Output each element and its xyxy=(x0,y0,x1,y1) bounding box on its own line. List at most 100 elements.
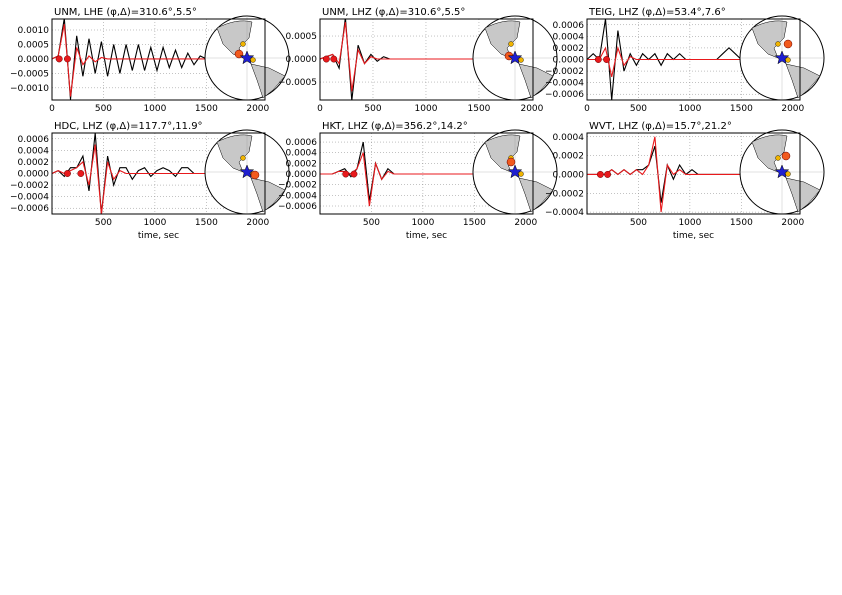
x-tick-label: 2000 xyxy=(781,218,804,228)
pick-marker xyxy=(322,55,330,63)
y-tick-label: 0.0006 xyxy=(18,135,50,145)
y-tick-label: −0.0004 xyxy=(10,193,49,203)
plot-frame xyxy=(319,132,534,215)
plot-area xyxy=(52,19,207,100)
globe-land xyxy=(250,177,286,213)
x-axis-label: time, sec xyxy=(138,231,179,241)
plot-area xyxy=(52,133,207,214)
pick-marker xyxy=(330,55,338,63)
globe-land xyxy=(518,63,554,99)
y-tick-label: −0.0006 xyxy=(10,204,49,214)
station-dot xyxy=(518,171,524,177)
pick-marker xyxy=(63,170,71,177)
panel: UNM, LHE (φ,Δ)=310.6°,5.5° −0.0010 −0.0005… xyxy=(10,7,290,114)
x-tick-label: 1000 xyxy=(678,218,701,228)
x-tick-label: 0 xyxy=(584,104,590,114)
station-dot xyxy=(508,41,514,47)
x-tick-label: 500 xyxy=(95,218,112,228)
y-tick-label: 0.0002 xyxy=(553,152,585,162)
y-tick-label: −0.0010 xyxy=(10,84,49,94)
plot-area xyxy=(320,141,475,207)
pick-marker xyxy=(603,56,611,63)
x-tick-label: 1500 xyxy=(195,104,218,114)
event-star xyxy=(239,164,255,179)
pick-marker xyxy=(77,170,85,177)
station-dot xyxy=(250,57,256,63)
waveform xyxy=(52,19,207,100)
x-tick-label: 1500 xyxy=(195,218,218,228)
event-star xyxy=(774,164,790,179)
y-tick-label: 0.0010 xyxy=(18,26,50,36)
station-dot xyxy=(518,57,524,63)
x-tick-label: 500 xyxy=(364,104,381,114)
panel-title: TEIG, LHZ (φ,Δ)=53.4°,7.6° xyxy=(588,7,726,18)
station-dot xyxy=(785,57,791,63)
panel: WVT, LHZ (φ,Δ)=15.7°,21.2° −0.0004 −0.0002… xyxy=(545,121,825,241)
x-tick-label: 1500 xyxy=(468,104,491,114)
y-tick-label: 0.0002 xyxy=(18,158,50,168)
y-tick-label: 0.0000 xyxy=(18,170,50,180)
globe-land xyxy=(484,134,521,173)
x-tick-label: 1000 xyxy=(143,218,166,228)
station-dot xyxy=(775,41,781,47)
y-tick-label: −0.0005 xyxy=(278,78,317,88)
y-tick-label: 0.0006 xyxy=(286,138,318,148)
pick-marker xyxy=(342,170,350,178)
y-tick-label: 0.0004 xyxy=(553,133,585,143)
x-tick-label: 2000 xyxy=(246,104,269,114)
y-tick-label: 0.0000 xyxy=(553,170,585,180)
waveform xyxy=(52,24,207,97)
plot-area xyxy=(587,136,742,213)
x-tick-label: 500 xyxy=(630,218,647,228)
globe-land xyxy=(751,20,788,59)
x-tick-label: 2000 xyxy=(520,104,543,114)
station-active xyxy=(506,157,516,167)
globe-land xyxy=(216,134,253,173)
x-tick-label: 500 xyxy=(363,218,380,228)
station-dot xyxy=(240,155,246,161)
panel-title: HKT, LHZ (φ,Δ)=356.2°,14.2° xyxy=(322,121,468,132)
panel: TEIG, LHZ (φ,Δ)=53.4°,7.6° −0.0006−0.0004… xyxy=(545,7,825,114)
y-tick-label: −0.0004 xyxy=(278,191,317,201)
event-star xyxy=(239,50,255,65)
x-tick-label: 2000 xyxy=(514,218,537,228)
pick-marker xyxy=(63,55,71,63)
y-tick-label: 0.0006 xyxy=(553,21,585,31)
y-tick-label: 0.0000 xyxy=(553,56,585,66)
waveform xyxy=(52,144,207,214)
waveform xyxy=(587,136,742,213)
globe-land xyxy=(751,134,788,173)
x-tick-label: 1500 xyxy=(730,104,753,114)
y-tick-label: 0.0005 xyxy=(18,40,50,50)
y-tick-label: −0.0006 xyxy=(545,90,584,100)
plot-frame xyxy=(51,132,266,215)
y-tick-label: 0.0004 xyxy=(286,149,318,159)
y-tick-label: 0.0004 xyxy=(553,32,585,42)
waveform xyxy=(320,22,479,92)
pick-marker xyxy=(596,170,604,178)
station-active xyxy=(781,151,791,161)
pick-marker xyxy=(55,55,63,63)
plot-frame xyxy=(586,132,801,215)
event-star xyxy=(507,164,523,179)
y-tick-label: −0.0004 xyxy=(545,208,584,218)
station-dot xyxy=(775,155,781,161)
station-active xyxy=(250,170,260,180)
plot-area xyxy=(320,19,479,100)
globe-land xyxy=(785,177,821,213)
x-tick-label: 0 xyxy=(317,104,323,114)
event-star xyxy=(507,50,523,65)
x-tick-label: 2000 xyxy=(246,218,269,228)
waveform xyxy=(587,45,742,78)
panel-title: UNM, LHZ (φ,Δ)=310.6°,5.5° xyxy=(322,7,465,18)
x-tick-label: 500 xyxy=(95,104,112,114)
y-tick-label: 0.0000 xyxy=(286,55,318,65)
y-tick-label: −0.0002 xyxy=(545,189,584,199)
globe-land xyxy=(785,63,821,99)
y-tick-label: −0.0006 xyxy=(278,202,317,212)
x-axis-label: time, sec xyxy=(406,231,447,241)
y-tick-label: −0.0002 xyxy=(278,181,317,191)
x-tick-label: 1500 xyxy=(463,218,486,228)
y-tick-label: 0.0002 xyxy=(553,44,585,54)
plot-frame xyxy=(586,18,801,101)
